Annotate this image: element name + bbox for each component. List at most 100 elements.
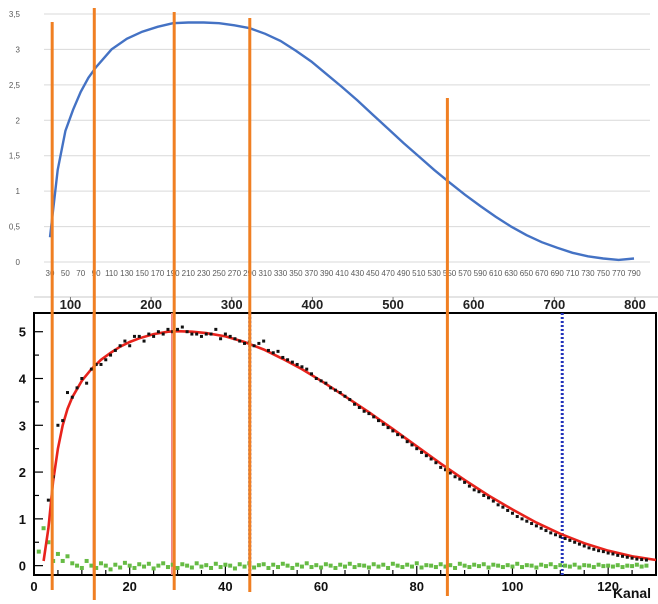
background-point [596,562,601,567]
middle-tick-label: 300 [221,297,243,312]
data-point [176,327,180,331]
background-point [433,565,438,570]
data-point [61,419,65,423]
background-point [524,563,529,568]
background-point [453,565,458,570]
data-point [243,341,247,345]
data-point [233,337,237,341]
data-point [286,358,290,362]
background-point [55,551,60,556]
data-point [147,332,151,336]
data-point [89,367,93,371]
data-point [621,554,625,558]
data-point [156,330,160,334]
data-point [515,515,519,519]
bottom-scatter-chart: 0 20 40 60 80 100 120 0 1 2 3 4 5 Kanal [19,312,657,601]
top-x-tick-labels: 3050709011013015017019021023025027029031… [46,269,642,278]
background-point [319,565,324,570]
data-point [310,372,314,376]
data-point [491,499,495,503]
background-point [65,554,70,559]
middle-tick-label: 400 [302,297,324,312]
background-point [276,565,281,570]
data-point [338,391,342,395]
background-point [620,565,625,570]
background-point [352,565,357,570]
bottom-x-tick-label: 40 [218,579,232,594]
data-point [142,339,146,343]
data-point [290,360,294,364]
data-point [554,533,558,537]
data-point [180,325,184,329]
background-point [79,565,84,570]
top-x-tick-label: 70 [76,269,85,278]
background-point [209,565,214,570]
top-x-tick-label: 150 [136,269,150,278]
background-point [476,564,481,569]
background-point [400,565,405,570]
data-point [343,394,347,398]
background-points [36,526,649,572]
data-point [487,496,491,500]
top-x-tick-label: 630 [504,269,518,278]
data-point [166,327,170,331]
background-point [606,563,611,568]
background-point [472,562,477,567]
data-point [420,450,424,454]
data-point [467,484,471,488]
bottom-x-tick-label: 80 [410,579,424,594]
background-point [194,561,199,566]
background-point [242,564,247,569]
background-point [204,563,209,568]
top-x-tick-label: 250 [212,269,226,278]
middle-tick-labels: 100 200 300 400 500 600 700 800 [60,297,646,312]
top-x-tick-label: 590 [474,269,488,278]
data-point [65,391,69,395]
data-point [252,344,256,348]
top-y-tick-label: 2 [16,116,21,125]
data-point [353,402,357,406]
background-point [46,540,51,545]
data-point [434,461,438,465]
background-point [462,563,467,568]
background-point [228,563,233,568]
data-point [410,443,414,447]
data-point [295,362,299,366]
data-point [228,334,232,338]
top-x-tick-label: 570 [458,269,472,278]
background-point [381,562,386,567]
background-point [343,564,347,569]
data-point [376,419,380,423]
background-point [151,566,156,571]
background-point [496,563,501,568]
background-point [543,564,548,569]
top-y-tick-label: 1 [16,187,21,196]
data-point [573,540,577,544]
background-point [491,562,496,567]
background-point [223,562,228,567]
top-x-tick-label: 550 [443,269,457,278]
data-point [223,332,227,336]
data-point [276,349,280,353]
background-point [304,561,309,566]
top-x-tick-label: 750 [597,269,611,278]
background-point [84,558,89,563]
top-y-tick-label: 0 [16,258,21,267]
top-x-tick-label: 650 [520,269,534,278]
background-point [309,565,314,570]
bottom-x-tick-label: 100 [502,579,524,594]
data-point [214,327,218,331]
background-point [419,565,424,570]
top-y-tick-label: 0,5 [9,223,21,232]
data-point [592,547,596,551]
data-point [85,381,89,385]
background-point [266,565,271,570]
background-point [36,549,41,554]
top-x-tick-label: 510 [412,269,426,278]
background-point [563,563,568,568]
data-point [443,468,447,472]
data-point [266,348,270,352]
background-point [103,563,108,568]
top-x-tick-label: 130 [120,269,134,278]
data-point [496,503,500,507]
